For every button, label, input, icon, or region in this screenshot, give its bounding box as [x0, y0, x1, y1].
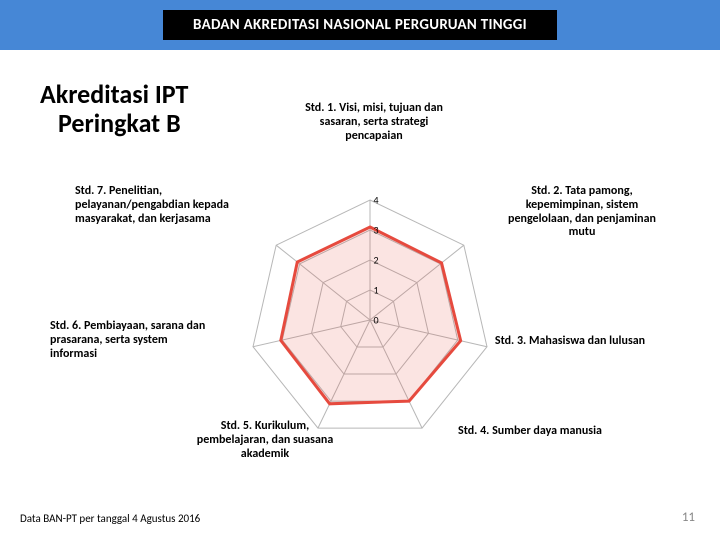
radar-chart: 01234Std. 1. Visi, misi, tujuan dan sasa… — [0, 130, 720, 500]
title-line1: Akreditasi IPT — [40, 80, 188, 109]
axis-label-1: Std. 1. Visi, misi, tujuan dan sasaran, … — [290, 102, 458, 143]
header-title: BADAN AKREDITASI NASIONAL PERGURUAN TING… — [163, 10, 557, 40]
tick-label: 2 — [373, 254, 378, 267]
axis-label-4: Std. 4. Sumber daya manusia — [455, 425, 605, 439]
tick-label: 0 — [373, 314, 378, 327]
axis-label-6: Std. 6. Pembiayaan, sarana dan prasarana… — [50, 320, 210, 361]
tick-label: 1 — [373, 284, 378, 297]
header-bar: BADAN AKREDITASI NASIONAL PERGURUAN TING… — [0, 0, 720, 50]
axis-label-3: Std. 3. Mahasiswa dan lulusan — [490, 335, 650, 349]
tick-label: 3 — [373, 224, 378, 237]
page-title: Akreditasi IPT Peringkat B — [40, 80, 188, 137]
tick-label: 4 — [373, 194, 378, 207]
axis-label-5: Std. 5. Kurikulum, pembelajaran, dan sua… — [190, 420, 340, 461]
axis-label-7: Std. 7. Penelitian, pelayanan/pengabdian… — [75, 185, 245, 226]
axis-label-2: Std. 2. Tata pamong, kepemimpinan, siste… — [497, 185, 667, 240]
page-number: 11 — [682, 510, 695, 525]
footer-text: Data BAN-PT per tanggal 4 Agustus 2016 — [20, 512, 200, 525]
